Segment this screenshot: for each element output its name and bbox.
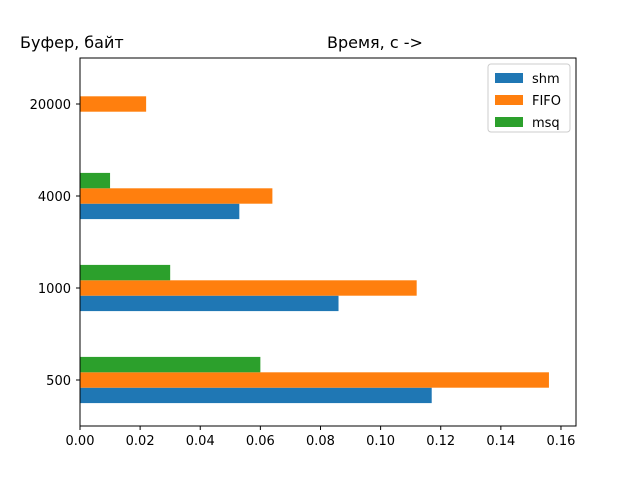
- x-tick-label: 0.00: [66, 434, 95, 449]
- bar-msq-4000: [80, 172, 111, 189]
- bar-msq-1000: [80, 264, 171, 281]
- x-tick-label: 0.14: [486, 434, 515, 449]
- x-axis-title: Время, с ->: [327, 33, 423, 52]
- x-tick-label: 0.10: [366, 434, 395, 449]
- bar-shm-1000: [80, 295, 339, 312]
- x-tick-label: 0.16: [546, 434, 575, 449]
- bar-fifo-1000: [80, 280, 417, 296]
- x-tick-label: 0.06: [246, 434, 275, 449]
- legend-label-shm: shm: [532, 72, 560, 87]
- bar-fifo-4000: [80, 188, 273, 204]
- legend-swatch-fifo: [495, 95, 523, 105]
- x-tick-label: 0.08: [306, 434, 335, 449]
- bar-fifo-20000: [80, 96, 147, 112]
- y-tick-label: 20000: [30, 98, 71, 113]
- bar-msq-500: [80, 356, 261, 373]
- y-axis-title: Буфер, байт: [20, 33, 124, 52]
- x-tick-label: 0.02: [126, 434, 155, 449]
- bar-shm-4000: [80, 203, 240, 220]
- x-tick-label: 0.04: [186, 434, 215, 449]
- legend-label-msq: msq: [532, 116, 560, 131]
- y-tick-label: 500: [46, 374, 71, 389]
- legend-label-fifo: FIFO: [532, 94, 561, 109]
- legend: shm FIFO msq: [487, 63, 571, 133]
- y-tick-label: 1000: [38, 282, 71, 297]
- bar-shm-500: [80, 387, 432, 404]
- bar-fifo-500: [80, 372, 549, 388]
- x-tick-label: 0.12: [426, 434, 455, 449]
- y-tick-label: 4000: [38, 190, 71, 205]
- legend-swatch-msq: [495, 117, 523, 127]
- axes-frame: [79, 57, 577, 427]
- plot-area: 500 1000 4000 20000 0.00 0.02 0.04 0.06 0.08 0.10…: [30, 57, 577, 449]
- legend-swatch-shm: [495, 73, 523, 83]
